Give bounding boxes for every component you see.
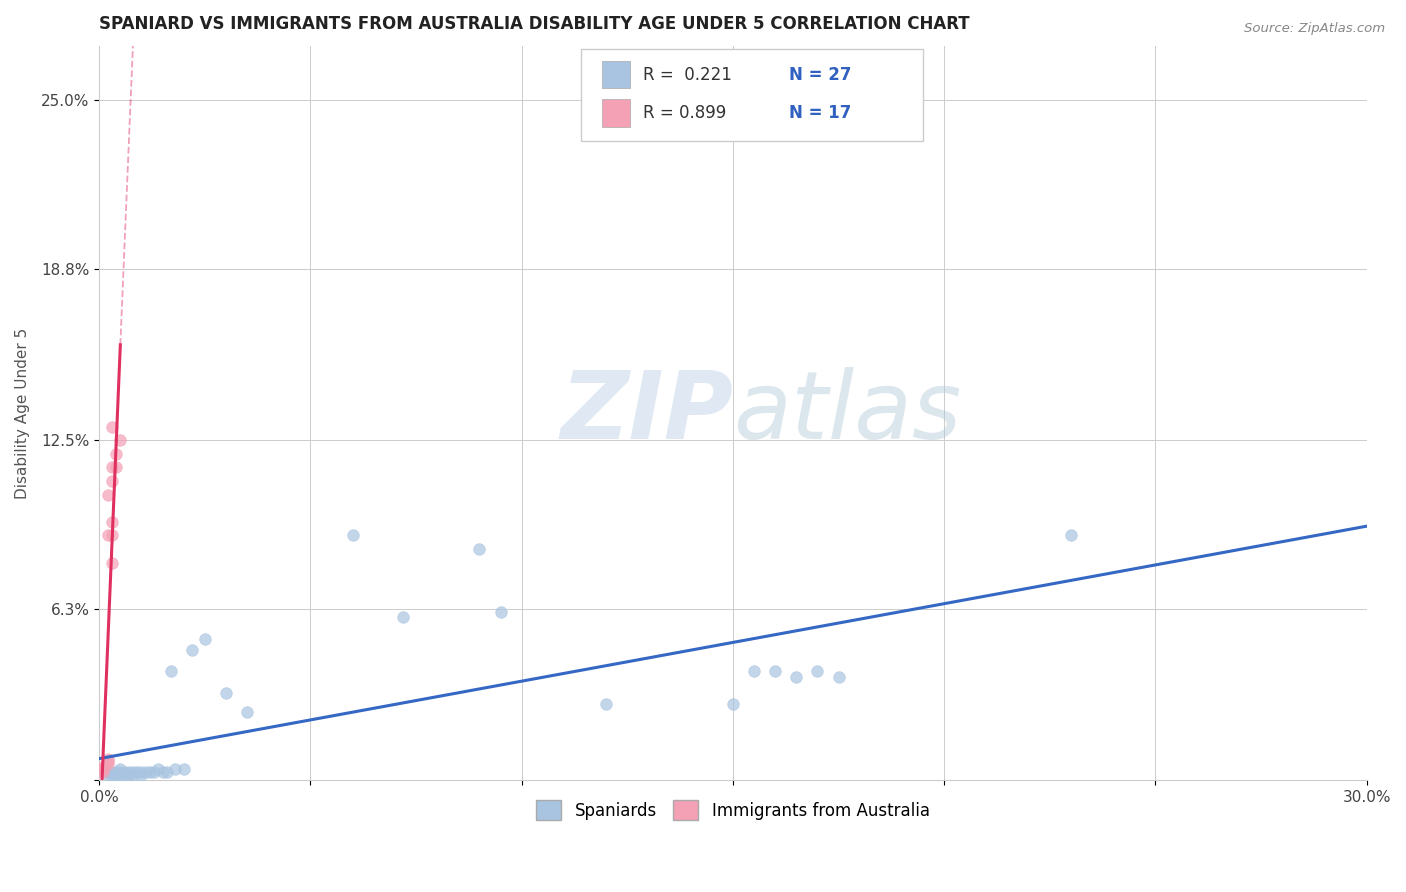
Point bbox=[118, 765, 141, 780]
Point bbox=[101, 515, 124, 529]
Point bbox=[143, 765, 166, 780]
Bar bbox=[602, 99, 630, 128]
Point bbox=[97, 751, 120, 765]
Legend: Spaniards, Immigrants from Australia: Spaniards, Immigrants from Australia bbox=[530, 793, 936, 827]
Point bbox=[122, 765, 145, 780]
Point bbox=[97, 765, 120, 780]
Point bbox=[721, 697, 744, 711]
Y-axis label: Disability Age Under 5: Disability Age Under 5 bbox=[15, 327, 30, 499]
Point bbox=[101, 474, 124, 488]
Point bbox=[105, 447, 128, 461]
Text: Source: ZipAtlas.com: Source: ZipAtlas.com bbox=[1244, 22, 1385, 36]
Point bbox=[181, 642, 204, 657]
Text: ZIP: ZIP bbox=[560, 367, 733, 459]
Point bbox=[93, 763, 115, 777]
Text: N = 17: N = 17 bbox=[789, 104, 851, 122]
Point bbox=[114, 768, 136, 782]
Point bbox=[156, 765, 179, 780]
Point bbox=[93, 760, 115, 774]
Point bbox=[763, 665, 786, 679]
Point bbox=[236, 706, 259, 720]
Point bbox=[122, 768, 145, 782]
Point bbox=[785, 670, 807, 684]
Point bbox=[148, 763, 170, 777]
Point bbox=[827, 670, 849, 684]
Point bbox=[110, 768, 132, 782]
Point bbox=[114, 765, 136, 780]
Point bbox=[131, 765, 153, 780]
Point bbox=[110, 433, 132, 447]
Point bbox=[139, 765, 162, 780]
Point bbox=[97, 754, 120, 768]
Text: atlas: atlas bbox=[733, 368, 962, 458]
Point bbox=[110, 765, 132, 780]
Point bbox=[131, 768, 153, 782]
FancyBboxPatch shape bbox=[581, 49, 924, 141]
Point bbox=[489, 605, 512, 619]
Point bbox=[742, 665, 765, 679]
Point bbox=[135, 765, 157, 780]
Point bbox=[392, 610, 415, 624]
Point bbox=[110, 763, 132, 777]
Point bbox=[105, 768, 128, 782]
Text: R =  0.221: R = 0.221 bbox=[643, 65, 733, 84]
Point bbox=[97, 768, 120, 782]
Point bbox=[97, 528, 120, 542]
Point bbox=[152, 765, 174, 780]
Bar bbox=[602, 61, 630, 88]
Point bbox=[215, 686, 238, 700]
Point bbox=[173, 763, 195, 777]
Point bbox=[127, 765, 149, 780]
Point bbox=[101, 768, 124, 782]
Text: N = 27: N = 27 bbox=[789, 65, 851, 84]
Point bbox=[468, 542, 491, 557]
Point bbox=[105, 765, 128, 780]
Point bbox=[101, 556, 124, 570]
Point bbox=[105, 460, 128, 475]
Point bbox=[97, 756, 120, 771]
Point bbox=[165, 763, 187, 777]
Point bbox=[595, 697, 617, 711]
Point bbox=[97, 487, 120, 501]
Point bbox=[101, 765, 124, 780]
Point bbox=[806, 665, 828, 679]
Point bbox=[93, 765, 115, 780]
Point bbox=[101, 460, 124, 475]
Point bbox=[160, 665, 183, 679]
Point bbox=[101, 528, 124, 542]
Point bbox=[194, 632, 217, 646]
Text: R = 0.899: R = 0.899 bbox=[643, 104, 727, 122]
Point bbox=[342, 528, 364, 542]
Point bbox=[118, 768, 141, 782]
Point bbox=[101, 419, 124, 434]
Text: SPANIARD VS IMMIGRANTS FROM AUSTRALIA DISABILITY AGE UNDER 5 CORRELATION CHART: SPANIARD VS IMMIGRANTS FROM AUSTRALIA DI… bbox=[100, 15, 970, 33]
Point bbox=[1060, 528, 1083, 542]
